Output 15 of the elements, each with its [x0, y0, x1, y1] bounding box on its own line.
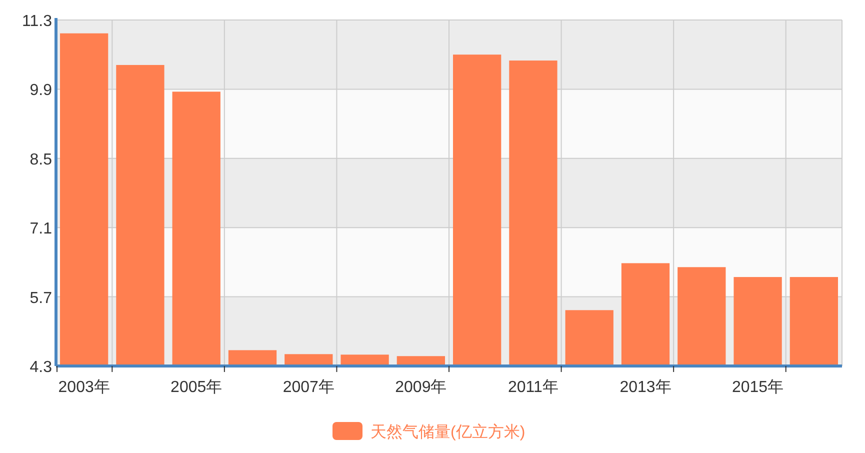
y-tick-label: 8.5	[30, 151, 52, 168]
y-tick-label: 7.1	[30, 220, 52, 238]
y-tick-label: 5.7	[30, 290, 52, 307]
y-tick-label: 11.3	[22, 13, 52, 30]
x-tick-label: 2015年	[732, 379, 784, 396]
x-tick-label: 2013年	[620, 379, 672, 396]
y-tick-label: 9.9	[30, 82, 52, 100]
x-tick-label: 2011年	[508, 379, 558, 396]
x-tick-label: 2009年	[395, 379, 447, 396]
x-tick-label: 2003年	[58, 379, 110, 396]
legend: 天然气储量(亿立方米)	[332, 422, 526, 441]
legend-label: 天然气储量(亿立方米)	[370, 423, 526, 441]
x-tick-label: 2007年	[282, 379, 334, 396]
y-tick-label: 4.3	[30, 359, 52, 376]
x-tick-label: 2005年	[170, 379, 222, 396]
